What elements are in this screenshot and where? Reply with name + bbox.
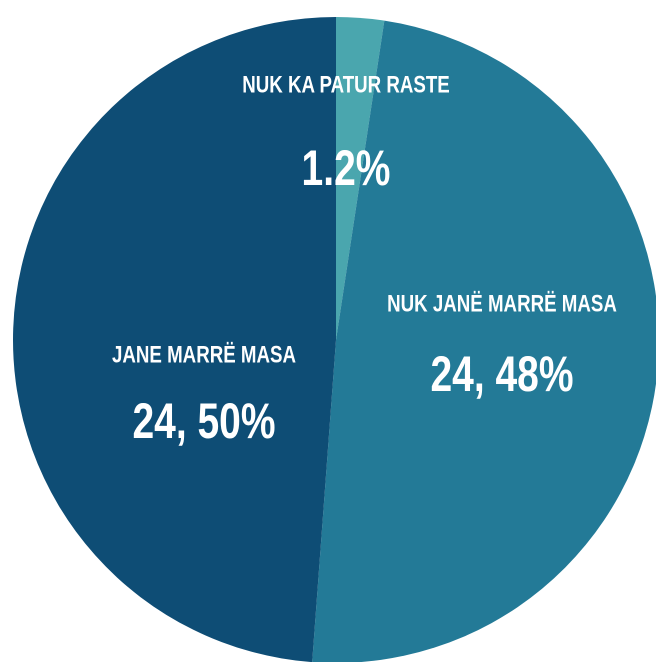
pie-slice — [312, 20, 656, 662]
pie-slice — [13, 17, 336, 662]
slice-label: NUK KA PATUR RASTE — [242, 71, 450, 98]
slice-value-label: 24, 50% — [132, 392, 275, 449]
slice-label: NUK JANË MARRË MASA — [387, 290, 617, 317]
pie-slice — [336, 17, 385, 340]
slice-value-label: 24, 48% — [430, 345, 573, 402]
slice-label: JANE MARRË MASA — [112, 341, 296, 368]
slice-value-label: 1.2% — [302, 139, 391, 196]
